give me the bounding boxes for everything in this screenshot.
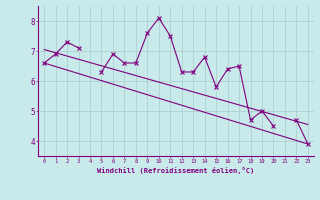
X-axis label: Windchill (Refroidissement éolien,°C): Windchill (Refroidissement éolien,°C)	[97, 167, 255, 174]
